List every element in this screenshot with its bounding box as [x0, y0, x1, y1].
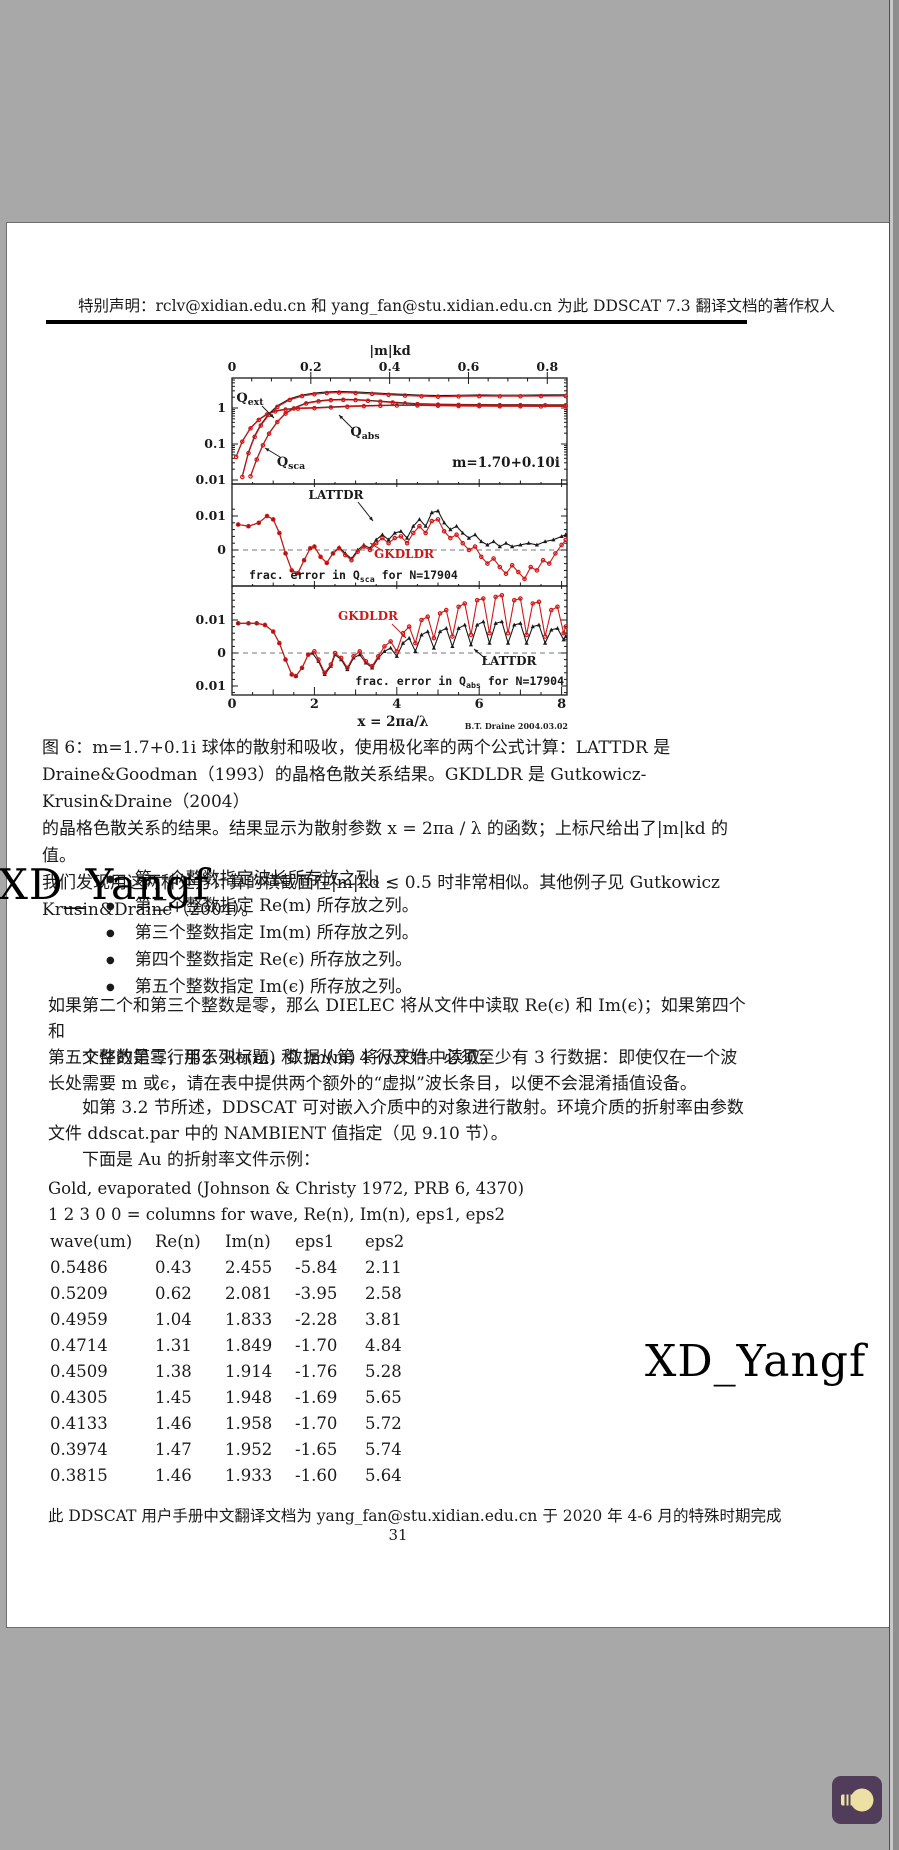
table-row: 0.5486 0.43 2.455 -5.84 2.11	[50, 1257, 402, 1277]
lightbulb-button[interactable]	[832, 1776, 882, 1824]
text-line: 的晶格色散关系的结果。结果显示为散射参数 x = 2πa / λ 的函数；上标尺…	[42, 819, 729, 866]
svg-text:2: 2	[310, 697, 319, 712]
svg-text:GKDLDR: GKDLDR	[338, 609, 399, 623]
paragraph-dielec: 如果第二个和第三个整数是零，那么 DIELEC 将从文件中读取 Re(ϵ) 和 …	[48, 993, 754, 1071]
table-row: 0.3974 1.47 1.952 -1.65 5.74	[50, 1439, 402, 1459]
svg-text:0.01: 0.01	[196, 612, 226, 627]
footer-note: 此 DDSCAT 用户手册中文翻译文档为 yang_fan@stu.xidian…	[48, 1507, 782, 1525]
bullet-icon: ●	[106, 928, 115, 939]
vertical-scrollbar[interactable]	[889, 0, 899, 1850]
gold-file-title: Gold, evaporated (Johnson & Christy 1972…	[48, 1179, 525, 1198]
refractive-index-table: wave(um) Re(n) Im(n) eps1 eps2 0.5486 0.43 2.45…	[50, 1228, 435, 1488]
svg-text:0.01: 0.01	[196, 472, 226, 487]
svg-text:0.8: 0.8	[536, 359, 558, 374]
svg-text:frac. error in Qsca for N=1790: frac. error in Qsca for N=17904	[249, 568, 458, 584]
svg-text:Qext: Qext	[236, 391, 264, 408]
bullet-icon: ●	[106, 874, 115, 885]
gold-file-columns: 1 2 3 0 0 = columns for wave, Re(n), Im(…	[48, 1205, 505, 1224]
figure-6: 00.20.40.60.80246810.10.010.0100.010-0.0…	[190, 340, 615, 750]
table-row: 0.4305 1.45 1.948 -1.69 5.65	[50, 1387, 402, 1407]
table-row: 0.4714 1.31 1.849 -1.70 4.84	[50, 1335, 402, 1355]
svg-text:frac. error in Qabs for N=1790: frac. error in Qabs for N=17904	[355, 674, 564, 690]
svg-text:0.01: 0.01	[196, 508, 226, 523]
svg-text:LATTDR: LATTDR	[309, 488, 365, 502]
svg-text:0.2: 0.2	[300, 359, 322, 374]
svg-text:0: 0	[228, 359, 237, 374]
text-line: 长处需要 m 或ϵ，请在表中提供两个额外的“虚拟”波长条目，以便不会混淆插值设备…	[48, 1074, 697, 1094]
page-number: 31	[388, 1526, 408, 1544]
header-rule	[46, 320, 747, 324]
list-item: ● 第四个整数指定 Re(ϵ) 所存放之列。	[106, 950, 413, 970]
list-item: ● 第三个整数指定 Im(m) 所存放之列。	[106, 923, 419, 943]
svg-text:0: 0	[217, 645, 226, 660]
svg-text:Qabs: Qabs	[350, 425, 379, 442]
lightbulb-icon	[841, 1788, 874, 1812]
text-line: Draine&Goodman（1993）的晶格色散关系结果。GKDLDR 是 G…	[42, 765, 647, 812]
table-row: 0.5209 0.62 2.081 -3.95 2.58	[50, 1283, 402, 1303]
svg-text:B.T. Draine 2004.03.02: B.T. Draine 2004.03.02	[465, 721, 568, 731]
svg-text:x = 2πa/λ: x = 2πa/λ	[357, 714, 428, 730]
text-line: 文件的第三行用于列标题，数据从第 4 行开始。必须至少有 3 行数据：即使仅在一…	[48, 1048, 738, 1068]
svg-text:|m|kd: |m|kd	[369, 344, 410, 359]
gold-file-listing: Gold, evaporated (Johnson & Christy 1972…	[48, 1176, 524, 1228]
document-page	[6, 222, 890, 1628]
bullet-icon: ●	[106, 955, 115, 966]
svg-text:0: 0	[217, 542, 226, 557]
text-line: Krusin&Draine（2004）。	[42, 900, 259, 920]
svg-text:LATTDR: LATTDR	[482, 654, 538, 668]
paragraph-file-rows: 文件的第三行用于列标题，数据从第 4 行开始。必须至少有 3 行数据：即使仅在一…	[48, 1045, 754, 1097]
figure-6-chart: 00.20.40.60.80246810.10.010.0100.010-0.0…	[190, 344, 569, 731]
svg-text:0.4: 0.4	[379, 359, 401, 374]
svg-text:0.6: 0.6	[458, 359, 480, 374]
svg-text:6: 6	[475, 697, 484, 712]
svg-text:Qsca: Qsca	[277, 455, 305, 472]
list-item: ● 第二个整数指定 Re(m) 所存放之列。	[106, 896, 419, 916]
text-line: 第五个整数是零，那么 Re(m) 和 Im(m) 将从文件中读取。	[48, 1048, 498, 1068]
paragraph-au-example: 下面是 Au 的折射率文件示例：	[48, 1150, 321, 1170]
table-row: 0.3815 1.46 1.933 -1.60 5.64	[50, 1465, 402, 1485]
text-line: 图 6：m=1.7+0.1i 球体的散射和吸收，使用极化率的两个公式计算：LAT…	[42, 738, 671, 758]
table-header-row: wave(um) Re(n) Im(n) eps1 eps2	[50, 1231, 405, 1251]
bullet-icon: ●	[106, 901, 115, 912]
paragraph-nambient: 如第 3.2 节所述，DDSCAT 可对嵌入介质中的对象进行散射。环境介质的折射…	[48, 1095, 754, 1147]
text-line: 如果第二个和第三个整数是零，那么 DIELEC 将从文件中读取 Re(ϵ) 和 …	[48, 996, 746, 1042]
page-header-notice: 特别声明：rclv@xidian.edu.cn 和 yang_fan@stu.x…	[78, 297, 836, 315]
list-item: ● 第五个整数指定 Im(ϵ) 所存放之列。	[106, 977, 413, 997]
text-line: 文件 ddscat.par 中的 NAMBIENT 值指定（见 9.10 节）。	[48, 1124, 508, 1144]
svg-text:GKDLDR: GKDLDR	[374, 547, 435, 561]
svg-text:4: 4	[392, 697, 401, 712]
watermark-right: XD_Yangf	[645, 1336, 867, 1387]
text-line: 我们发现用这两种处方计算的横截面在|m|kd ≲ 0.5 时非常相似。其他例子见…	[42, 873, 721, 893]
bullet-icon: ●	[106, 982, 115, 993]
list-item: ● 第一个整数指定波长所存放之列。	[106, 869, 390, 889]
text-line: 如第 3.2 节所述，DDSCAT 可对嵌入介质中的对象进行散射。环境介质的折射…	[48, 1098, 744, 1118]
watermark-left: XD_Yangf	[0, 860, 210, 909]
svg-text:0.1: 0.1	[204, 436, 226, 451]
svg-text:-0.01: -0.01	[195, 678, 226, 693]
svg-text:1: 1	[217, 400, 226, 415]
figure-caption: 图 6：m=1.7+0.1i 球体的散射和吸收，使用极化率的两个公式计算：LAT…	[42, 735, 750, 924]
bullet-list: ● 第一个整数指定波长所存放之列。 ● 第二个整数指定 Re(m) 所存放之列。 ● 第三…	[106, 866, 419, 1001]
svg-text:m=1.70+0.10i: m=1.70+0.10i	[452, 455, 560, 471]
table-row: 0.4133 1.46 1.958 -1.70 5.72	[50, 1413, 402, 1433]
table-row: 0.4959 1.04 1.833 -2.28 3.81	[50, 1309, 402, 1329]
table-row: 0.4509 1.38 1.914 -1.76 5.28	[50, 1361, 402, 1381]
svg-text:0: 0	[227, 697, 236, 712]
svg-text:8: 8	[557, 697, 566, 712]
